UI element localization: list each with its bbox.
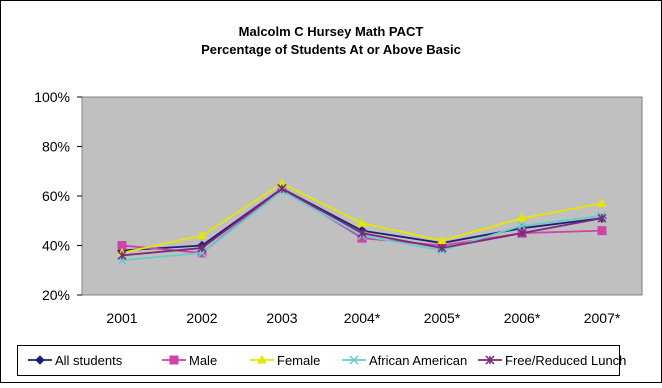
y-tick-label: 20% [42,287,70,303]
data-point [197,243,207,253]
legend-marker [35,355,45,365]
data-point [597,213,607,223]
data-point [117,250,127,260]
legend-entry-2: Female [250,353,320,368]
chart-title-line-1: Malcolm C Hursey Math PACT [239,24,424,39]
legend-marker [169,355,179,365]
chart-title-line-2: Percentage of Students At or Above Basic [201,42,461,57]
x-tick-label: 2003 [266,310,297,326]
legend-label: All students [55,353,123,368]
plot-area [81,96,643,296]
data-point [597,226,607,236]
y-axis: 20% 40% 60% 80% 100% [34,89,82,303]
data-point [517,221,527,231]
data-point [437,243,447,253]
data-point [197,230,207,240]
legend-entry-1: Male [162,353,217,368]
y-tick-label: 100% [34,89,70,105]
legend-label: Female [277,353,320,368]
legend-box [17,345,620,376]
x-tick-label: 2002 [186,310,217,326]
legend-entry-4: Free/Reduced Lunch [478,353,626,368]
data-point [357,228,367,238]
legend-entry-0: All students [28,353,123,368]
series-4 [117,184,607,260]
legend-label: African American [369,353,467,368]
series-layer [117,178,607,265]
data-point [357,218,367,227]
x-axis: 2001 2002 2003 2004* 2005* 2006* 2007* [106,310,620,326]
x-tick-label: 2007* [584,310,621,326]
legend-label: Free/Reduced Lunch [505,353,626,368]
legend-marker [349,355,359,365]
legend-label: Male [189,353,217,368]
x-tick-label: 2006* [504,310,541,326]
data-point [517,228,527,238]
data-point [437,235,447,245]
legend-marker [257,354,267,364]
data-point [277,184,287,194]
x-tick-label: 2004* [344,310,381,326]
y-tick-label: 60% [42,188,70,204]
x-tick-label: 2001 [106,310,137,326]
legend-entry-3: African American [342,353,467,368]
y-tick-label: 80% [42,139,70,155]
legend: All students Male Female African American Fr… [28,353,626,368]
y-tick-label: 40% [42,238,70,254]
data-point [517,213,527,222]
x-tick-label: 2005* [424,310,461,326]
data-point [597,198,607,207]
legend-marker [485,355,495,365]
